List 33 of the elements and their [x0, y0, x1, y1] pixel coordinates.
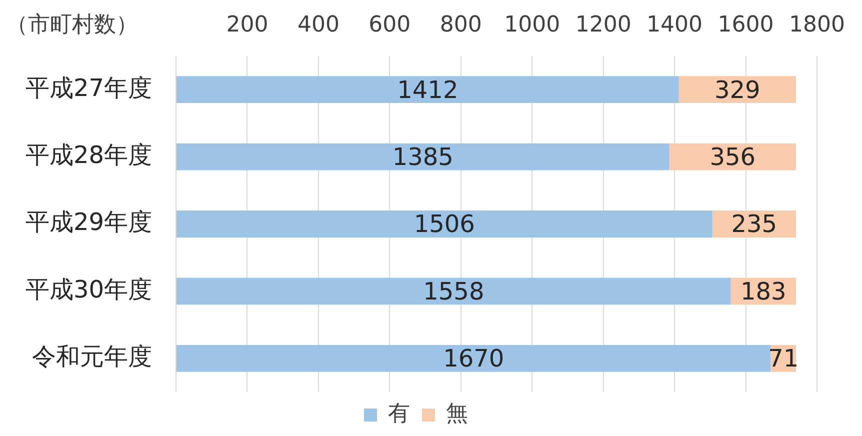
- data-label: 329: [714, 76, 760, 104]
- y-tick-label: 平成27年度: [25, 74, 152, 102]
- x-tick-label: 400: [297, 12, 340, 38]
- data-label: 1506: [414, 210, 475, 238]
- x-tick-label: 1200: [575, 12, 632, 38]
- x-tick-label: 1400: [646, 12, 703, 38]
- bar: [176, 143, 670, 170]
- bar: [176, 210, 712, 238]
- y-tick-label: 平成29年度: [25, 208, 152, 236]
- y-tick-label: 平成30年度: [25, 275, 152, 304]
- x-axis-title: （市町村数）: [6, 12, 138, 38]
- data-label: 1385: [392, 143, 454, 172]
- x-tick-label: 600: [368, 12, 411, 38]
- y-tick-label: 平成28年度: [25, 141, 152, 170]
- y-tick-label: 令和元年度: [32, 342, 152, 371]
- legend-label: 有: [388, 402, 410, 427]
- data-label: 356: [710, 143, 756, 172]
- x-tick-label: 1000: [504, 12, 560, 38]
- bar: [176, 278, 731, 305]
- legend-label: 無: [446, 402, 468, 427]
- bar: [678, 76, 796, 104]
- bar: [176, 344, 771, 372]
- data-label: 235: [731, 210, 778, 238]
- x-tick-label: 200: [226, 12, 268, 38]
- x-tick-label: 1600: [718, 12, 774, 38]
- data-label: 183: [740, 277, 786, 306]
- x-tick-label: 800: [440, 12, 482, 38]
- data-label: 1670: [443, 344, 504, 373]
- data-label: 71: [768, 344, 799, 373]
- bar: [176, 76, 679, 104]
- x-tick-label: 1800: [789, 12, 846, 38]
- data-label: 1412: [397, 76, 458, 104]
- data-label: 1558: [423, 277, 484, 306]
